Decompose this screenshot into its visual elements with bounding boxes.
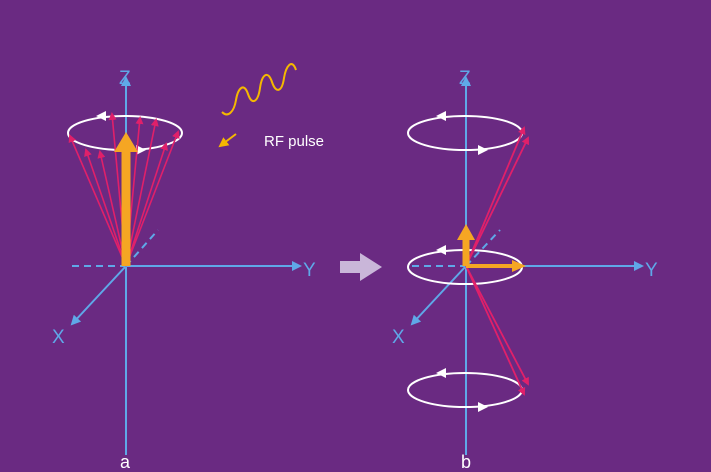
precession-direction-arrow — [436, 111, 446, 121]
precession-direction-arrow — [436, 368, 446, 378]
axis-y-label: Y — [645, 260, 658, 281]
panel-caption: a — [120, 452, 131, 472]
axis-x-label: X — [392, 327, 405, 348]
panel-caption: b — [461, 452, 471, 472]
axis-y-label: Y — [303, 260, 316, 281]
axis-x-label: X — [52, 327, 65, 348]
axis-x-line — [70, 229, 159, 326]
longitudinal-magnetization-vector — [457, 224, 475, 266]
rf-pulse-arrow — [218, 133, 237, 148]
sine-wave-icon — [221, 63, 297, 116]
axis-z-label: Z — [459, 68, 471, 89]
spin-vector — [465, 126, 526, 267]
precession-direction-arrow — [478, 402, 488, 412]
net-magnetization-vector — [114, 132, 138, 266]
right-arrow-icon — [340, 253, 382, 281]
precession-direction-arrow — [436, 245, 446, 255]
spin-vector — [68, 134, 127, 267]
panel-b: Z Y X b — [392, 68, 658, 472]
axis-z-label: Z — [119, 68, 131, 89]
spin-vector — [465, 265, 529, 386]
spin-vector — [125, 142, 168, 267]
rf-pulse-label: RF pulse — [264, 133, 324, 150]
spin-vectors — [68, 112, 180, 267]
precession-direction-arrow — [478, 145, 488, 155]
spin-vectors — [465, 126, 529, 396]
panel-a: Z Y X a — [52, 68, 316, 472]
spin-vector — [465, 136, 529, 267]
precession-direction-arrow — [96, 111, 106, 121]
spin-vector — [125, 118, 159, 267]
rf-pulse: RF pulse — [218, 63, 324, 150]
spin-vector — [84, 148, 127, 267]
spin-vector — [465, 265, 526, 396]
precession-direction-arrow — [136, 145, 146, 155]
transverse-magnetization-vector — [466, 260, 526, 272]
spin-vector — [125, 130, 180, 267]
axis-x-line — [410, 229, 501, 326]
